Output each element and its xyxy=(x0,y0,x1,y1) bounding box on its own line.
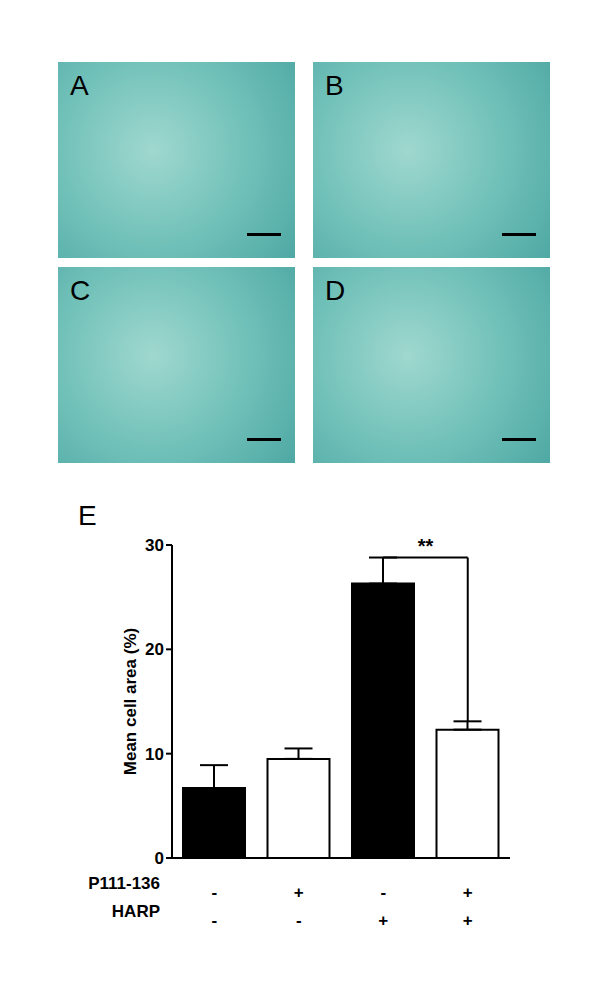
svg-text:20: 20 xyxy=(145,640,164,659)
html-text:D: D xyxy=(325,275,346,306)
svg-text:-: - xyxy=(211,911,217,930)
html-text:E: E xyxy=(78,500,97,531)
svg-text:Mean cell area (%): Mean cell area (%) xyxy=(121,628,140,775)
svg-text:30: 30 xyxy=(145,536,164,555)
svg-text:-: - xyxy=(211,883,217,902)
svg-text:+: + xyxy=(294,883,304,902)
svg-text:**: ** xyxy=(418,535,434,557)
svg-text:+: + xyxy=(378,911,388,930)
svg-text:+: + xyxy=(463,883,473,902)
html-text:B: B xyxy=(325,70,344,101)
html-text:P111-136: P111-136 xyxy=(88,874,160,893)
svg-text:-: - xyxy=(380,883,386,902)
svg-text:10: 10 xyxy=(145,745,164,764)
svg-text:-: - xyxy=(296,911,302,930)
html-text:C: C xyxy=(70,275,91,306)
svg-text:+: + xyxy=(463,911,473,930)
svg-text:0: 0 xyxy=(155,849,164,868)
html-text:A: A xyxy=(70,70,89,101)
html-text:HARP: HARP xyxy=(111,902,160,921)
